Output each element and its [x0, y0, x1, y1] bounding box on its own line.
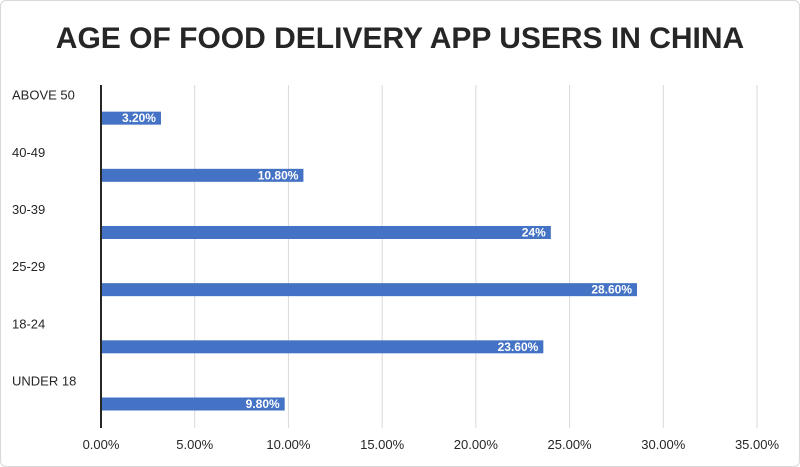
x-tick-label: 5.00% — [176, 437, 213, 452]
category-labels: ABOVE 50 40-49 30-39 25-29 18-24 UNDER 18 — [12, 88, 76, 389]
bar-25-29 — [101, 283, 638, 297]
data-label: 9.80% — [246, 397, 280, 411]
chart-title: AGE OF FOOD DELIVERY APP USERS IN CHINA — [56, 22, 744, 55]
data-label: 23.60% — [498, 340, 539, 354]
category-label: 30-39 — [12, 202, 45, 217]
bar-under-18 — [101, 397, 285, 411]
category-label: 40-49 — [12, 145, 45, 160]
bar-18-24 — [101, 340, 544, 354]
data-label: 24% — [522, 225, 546, 239]
bars — [101, 111, 638, 411]
x-tick-label: 20.00% — [454, 437, 499, 452]
data-labels: 3.20% 10.80% 24% 28.60% 23.60% 9.80% — [122, 111, 632, 411]
category-label: 18-24 — [12, 316, 45, 331]
bar-40-49 — [101, 168, 304, 182]
x-tick-label: 0.00% — [83, 437, 120, 452]
x-tick-label: 30.00% — [641, 437, 686, 452]
bar-30-39 — [101, 225, 551, 239]
x-tick-label: 10.00% — [266, 437, 311, 452]
bar-above-50 — [101, 111, 161, 125]
x-tick-label: 15.00% — [360, 437, 405, 452]
category-label: 25-29 — [12, 259, 45, 274]
data-label: 10.80% — [258, 168, 299, 182]
x-tick-label: 25.00% — [548, 437, 593, 452]
x-tick-labels: 0.00% 5.00% 10.00% 15.00% 20.00% 25.00% 30.00%… — [83, 437, 780, 452]
data-label: 28.60% — [591, 283, 632, 297]
grid-lines — [194, 85, 758, 428]
category-label: UNDER 18 — [12, 373, 76, 388]
category-label: ABOVE 50 — [12, 88, 75, 103]
data-label: 3.20% — [122, 111, 156, 125]
x-tick-label: 35.00% — [735, 437, 780, 452]
